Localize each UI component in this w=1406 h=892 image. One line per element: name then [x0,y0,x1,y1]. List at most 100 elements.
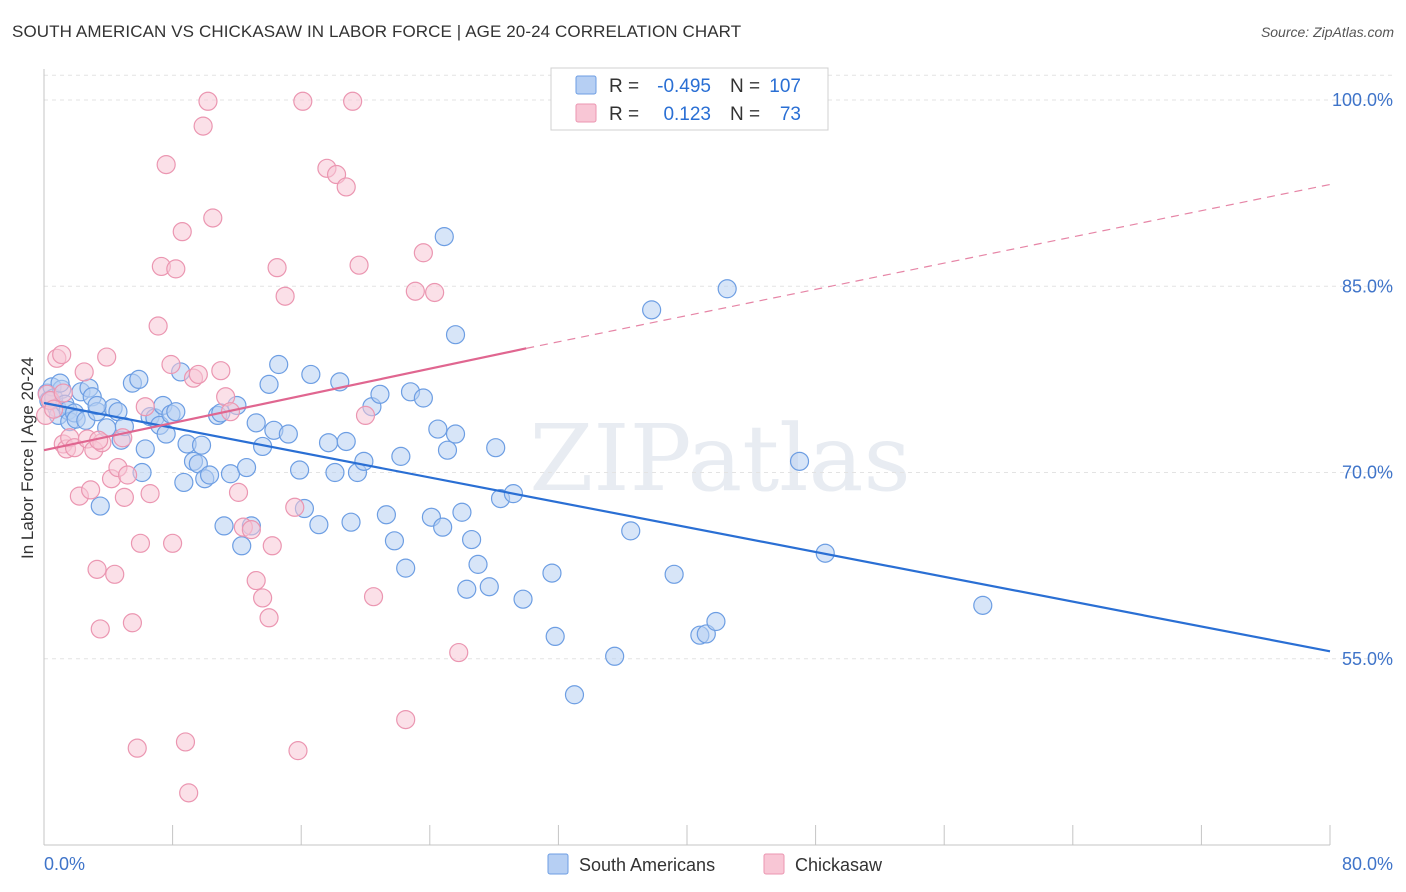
data-point [198,91,218,111]
data-point [172,222,192,242]
data-point [354,451,374,471]
y-tick-label: 100.0% [1332,90,1393,110]
data-point [336,177,356,197]
axes [43,69,1331,846]
data-point [564,685,585,705]
data-point [413,243,433,263]
data-point [262,536,282,556]
data-point [336,431,356,452]
data-point [341,512,361,532]
legend-n-label: N = [730,104,760,125]
data-point [135,397,155,417]
data-point [214,516,234,536]
legend-swatch-blue [575,75,597,95]
data-point [396,558,416,578]
data-point [642,300,662,320]
data-point [479,577,499,597]
data-point [53,383,73,403]
legend-n-value: 73 [780,104,801,125]
gridlines [44,74,1395,660]
data-point [486,438,506,458]
data-point [325,462,345,483]
trend-line-chickasaw-extrapolated [526,183,1331,349]
data-point [301,364,321,385]
y-axis-label: In Labor Force | Age 20-24 [18,357,37,559]
data-point [605,646,625,666]
data-point [87,395,107,416]
legend-r-value: 0.123 [663,104,711,125]
y-tick-label: 85.0% [1342,276,1393,296]
data-point [513,589,533,609]
data-point [288,741,308,761]
data-point [275,286,295,306]
data-point [376,505,396,525]
y-tick-labels: 55.0% 70.0% 85.0% 100.0% [1332,90,1393,669]
data-point [105,564,125,584]
data-point [228,482,249,502]
data-point [135,439,155,459]
x-tick-label-max: 80.0% [1342,854,1393,874]
data-point [193,116,213,136]
data-point [384,531,405,551]
data-point [129,369,149,389]
data-point [706,611,726,632]
data-point [74,362,94,382]
data-point [289,460,310,480]
data-point [117,465,138,485]
data-point [81,480,101,500]
data-point [405,281,425,301]
data-point [156,155,176,175]
data-point [717,279,737,299]
data-point [789,451,810,471]
source-label: Source: ZipAtlas.com [1260,24,1394,40]
x-tick-labels: 0.0% 80.0% [44,854,1393,874]
data-point [188,364,208,385]
data-point [269,354,289,375]
data-point [236,457,257,478]
legend-r-label: R = [609,76,639,97]
data-point [166,402,186,422]
legend-swatch-chickasaw [763,853,785,875]
data-point [355,405,376,426]
data-point [457,579,477,599]
data-point [267,258,287,278]
data-point [461,529,482,550]
data-point [203,208,223,228]
data-point [437,440,458,460]
data-point [97,347,117,367]
data-point [318,433,339,453]
watermark: ZIPatlas [529,405,910,512]
data-point [175,732,196,752]
data-point [396,709,416,730]
data-point [259,608,279,628]
legend-n-value: 107 [769,76,801,97]
data-point [114,487,134,507]
legend-label-chickasaw: Chickasaw [795,855,883,875]
legend-swatch-pink [575,103,597,123]
data-points [36,91,993,803]
data-point [90,619,110,639]
data-point [621,521,641,541]
data-point [211,361,231,381]
trend-lines [43,183,1331,653]
data-point [545,626,565,647]
data-point [664,564,684,584]
data-point [449,642,469,663]
data-point [285,497,305,517]
data-point [259,374,279,394]
data-point [166,259,186,279]
data-point [445,325,466,345]
data-point [191,435,212,455]
data-point [220,464,241,484]
data-point [90,496,110,516]
data-point [232,536,252,556]
data-point [87,559,107,579]
data-point [163,533,183,553]
data-point [253,588,273,608]
series-chickasaw [36,91,469,803]
data-point [445,424,466,444]
data-point [391,446,411,466]
data-point [349,255,369,275]
data-point [241,520,261,540]
